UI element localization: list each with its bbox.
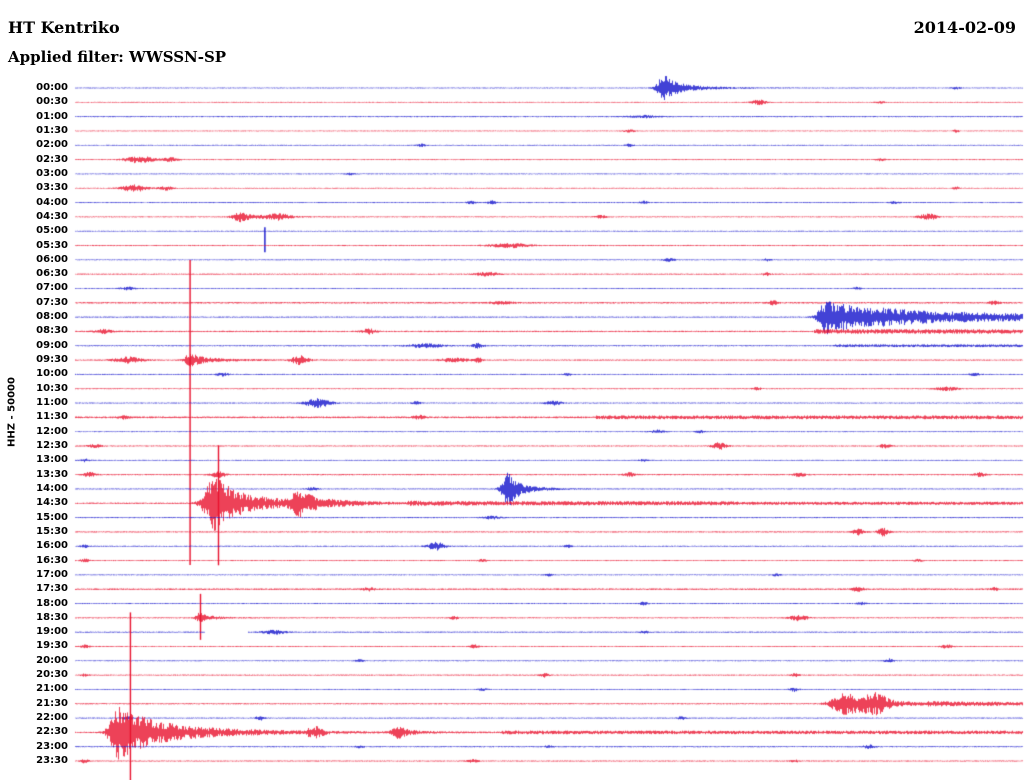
time-label: 02:00 xyxy=(36,139,68,151)
time-label: 18:30 xyxy=(36,611,68,623)
time-label: 21:00 xyxy=(36,683,68,695)
time-label: 12:00 xyxy=(36,425,68,437)
time-label: 00:00 xyxy=(36,82,68,93)
time-label: 20:00 xyxy=(36,654,68,666)
time-label: 13:30 xyxy=(36,468,68,480)
time-label: 15:30 xyxy=(36,525,68,537)
time-label: 01:30 xyxy=(36,124,68,136)
time-label: 06:30 xyxy=(36,268,68,280)
time-label: 19:30 xyxy=(36,640,68,652)
time-label: 13:00 xyxy=(36,454,68,466)
time-label: 14:30 xyxy=(36,497,68,509)
time-label: 14:00 xyxy=(36,482,68,494)
time-label: 21:30 xyxy=(36,697,68,709)
time-label: 09:30 xyxy=(36,354,68,366)
time-label: 17:30 xyxy=(36,583,68,595)
time-label: 00:30 xyxy=(36,96,68,108)
time-label: 19:00 xyxy=(36,626,68,638)
filter-label: Applied filter: WWSSN-SP xyxy=(8,48,227,66)
time-label: 04:00 xyxy=(36,196,68,208)
time-label: 20:30 xyxy=(36,669,68,681)
time-label: 08:30 xyxy=(36,325,68,337)
date-label: 2014-02-09 xyxy=(913,18,1016,37)
time-label: 08:00 xyxy=(36,311,68,323)
time-label: 03:30 xyxy=(36,182,68,194)
time-label: 07:00 xyxy=(36,282,68,294)
time-label: 23:30 xyxy=(36,755,68,767)
time-label: 17:00 xyxy=(36,568,68,580)
time-label: 16:30 xyxy=(36,554,68,566)
time-label: 02:30 xyxy=(36,153,68,165)
time-label: 05:30 xyxy=(36,239,68,251)
time-label: 10:30 xyxy=(36,382,68,394)
time-label: 05:00 xyxy=(36,225,68,237)
time-label: 11:30 xyxy=(36,411,68,423)
time-label: 16:00 xyxy=(36,540,68,552)
time-label: 09:00 xyxy=(36,339,68,351)
time-label: 04:30 xyxy=(36,210,68,222)
time-label: 07:30 xyxy=(36,296,68,308)
time-label: 01:00 xyxy=(36,110,68,122)
time-label: 23:00 xyxy=(36,740,68,752)
station-name: HT Kentriko xyxy=(8,18,120,37)
time-label: 06:00 xyxy=(36,253,68,265)
time-label: 15:00 xyxy=(36,511,68,523)
time-label: 11:00 xyxy=(36,397,68,409)
time-label: 12:30 xyxy=(36,440,68,451)
time-label: 10:00 xyxy=(36,368,68,380)
time-label: 22:30 xyxy=(36,726,68,738)
time-label: 18:00 xyxy=(36,597,68,609)
time-label: 03:00 xyxy=(36,167,68,179)
time-label: 22:00 xyxy=(36,712,68,724)
